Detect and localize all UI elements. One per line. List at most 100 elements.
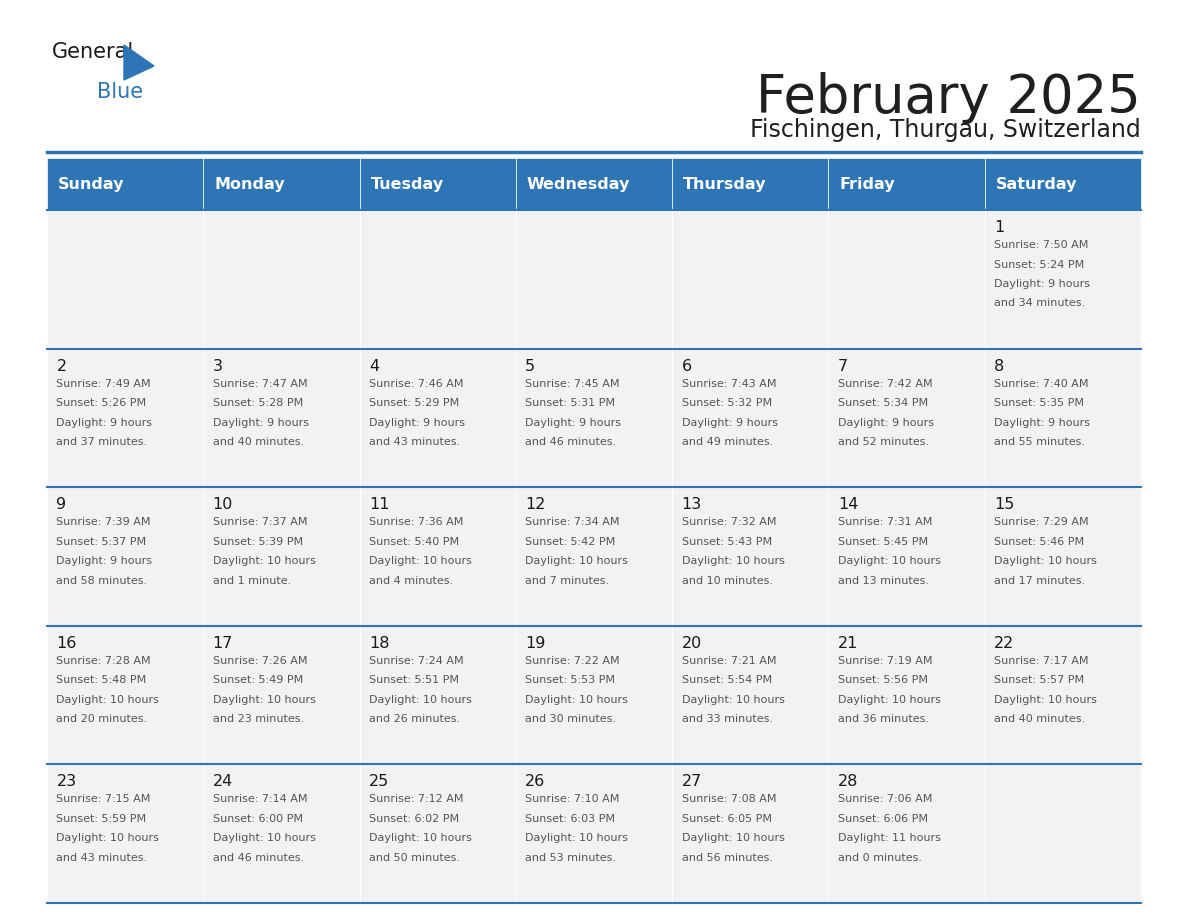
Text: and 37 minutes.: and 37 minutes. bbox=[56, 437, 147, 447]
Text: 12: 12 bbox=[525, 498, 545, 512]
Text: Daylight: 10 hours: Daylight: 10 hours bbox=[213, 695, 316, 705]
Text: 8: 8 bbox=[994, 359, 1004, 374]
Text: and 0 minutes.: and 0 minutes. bbox=[838, 853, 922, 863]
Text: Friday: Friday bbox=[840, 176, 895, 192]
Text: Sunset: 5:24 PM: Sunset: 5:24 PM bbox=[994, 260, 1085, 270]
Text: Sunrise: 7:12 AM: Sunrise: 7:12 AM bbox=[369, 794, 463, 804]
Text: Sunset: 5:56 PM: Sunset: 5:56 PM bbox=[838, 676, 928, 686]
Text: Sunset: 5:40 PM: Sunset: 5:40 PM bbox=[369, 537, 459, 547]
Text: Fischingen, Thurgau, Switzerland: Fischingen, Thurgau, Switzerland bbox=[751, 118, 1140, 142]
Text: General: General bbox=[52, 42, 134, 62]
Text: and 52 minutes.: and 52 minutes. bbox=[838, 437, 929, 447]
Text: Daylight: 10 hours: Daylight: 10 hours bbox=[994, 695, 1097, 705]
Text: Sunrise: 7:22 AM: Sunrise: 7:22 AM bbox=[525, 655, 620, 666]
Bar bbox=[203, 487, 360, 626]
Text: Daylight: 10 hours: Daylight: 10 hours bbox=[369, 834, 472, 844]
Text: 5: 5 bbox=[525, 359, 536, 374]
Bar bbox=[203, 765, 360, 903]
Text: Daylight: 10 hours: Daylight: 10 hours bbox=[525, 834, 628, 844]
Bar bbox=[672, 210, 828, 349]
Bar bbox=[985, 158, 1140, 210]
Bar bbox=[985, 487, 1140, 626]
Text: Daylight: 10 hours: Daylight: 10 hours bbox=[682, 834, 784, 844]
Text: Sunset: 5:54 PM: Sunset: 5:54 PM bbox=[682, 676, 772, 686]
Text: and 46 minutes.: and 46 minutes. bbox=[213, 853, 304, 863]
Text: 13: 13 bbox=[682, 498, 702, 512]
Text: Sunrise: 7:17 AM: Sunrise: 7:17 AM bbox=[994, 655, 1088, 666]
Text: 6: 6 bbox=[682, 359, 691, 374]
Text: and 20 minutes.: and 20 minutes. bbox=[56, 714, 147, 724]
Bar bbox=[360, 210, 516, 349]
Bar bbox=[672, 626, 828, 765]
Bar bbox=[828, 349, 985, 487]
Text: Daylight: 9 hours: Daylight: 9 hours bbox=[56, 556, 152, 566]
Bar bbox=[516, 210, 672, 349]
Text: Sunrise: 7:40 AM: Sunrise: 7:40 AM bbox=[994, 378, 1088, 388]
Text: Sunrise: 7:08 AM: Sunrise: 7:08 AM bbox=[682, 794, 776, 804]
Text: February 2025: February 2025 bbox=[757, 72, 1140, 124]
Text: 26: 26 bbox=[525, 775, 545, 789]
Text: Sunrise: 7:26 AM: Sunrise: 7:26 AM bbox=[213, 655, 308, 666]
Bar bbox=[828, 487, 985, 626]
Bar bbox=[360, 349, 516, 487]
Text: 28: 28 bbox=[838, 775, 858, 789]
Text: and 58 minutes.: and 58 minutes. bbox=[56, 576, 147, 586]
Text: Sunset: 5:59 PM: Sunset: 5:59 PM bbox=[56, 814, 146, 823]
Text: 3: 3 bbox=[213, 359, 222, 374]
Text: Daylight: 9 hours: Daylight: 9 hours bbox=[56, 418, 152, 428]
Bar bbox=[516, 487, 672, 626]
Text: Sunrise: 7:19 AM: Sunrise: 7:19 AM bbox=[838, 655, 933, 666]
Bar bbox=[203, 626, 360, 765]
Text: and 1 minute.: and 1 minute. bbox=[213, 576, 291, 586]
Text: Blue: Blue bbox=[97, 82, 143, 102]
Bar bbox=[48, 487, 203, 626]
Text: and 55 minutes.: and 55 minutes. bbox=[994, 437, 1085, 447]
Text: Sunset: 5:35 PM: Sunset: 5:35 PM bbox=[994, 398, 1085, 409]
Bar bbox=[48, 158, 203, 210]
Bar bbox=[516, 349, 672, 487]
Text: 21: 21 bbox=[838, 636, 858, 651]
Text: Sunrise: 7:45 AM: Sunrise: 7:45 AM bbox=[525, 378, 620, 388]
Text: Sunset: 5:26 PM: Sunset: 5:26 PM bbox=[56, 398, 146, 409]
Text: Sunrise: 7:10 AM: Sunrise: 7:10 AM bbox=[525, 794, 620, 804]
Text: Sunrise: 7:21 AM: Sunrise: 7:21 AM bbox=[682, 655, 776, 666]
Bar bbox=[360, 158, 516, 210]
Text: Sunrise: 7:24 AM: Sunrise: 7:24 AM bbox=[369, 655, 463, 666]
Text: Sunset: 5:29 PM: Sunset: 5:29 PM bbox=[369, 398, 460, 409]
Text: Sunrise: 7:15 AM: Sunrise: 7:15 AM bbox=[56, 794, 151, 804]
Text: 23: 23 bbox=[56, 775, 76, 789]
Bar bbox=[516, 626, 672, 765]
Text: Daylight: 9 hours: Daylight: 9 hours bbox=[838, 418, 934, 428]
Text: and 10 minutes.: and 10 minutes. bbox=[682, 576, 772, 586]
Bar bbox=[48, 626, 203, 765]
Text: and 30 minutes.: and 30 minutes. bbox=[525, 714, 617, 724]
Bar bbox=[672, 765, 828, 903]
Bar bbox=[360, 626, 516, 765]
Text: 20: 20 bbox=[682, 636, 702, 651]
Text: 15: 15 bbox=[994, 498, 1015, 512]
Text: Sunset: 5:49 PM: Sunset: 5:49 PM bbox=[213, 676, 303, 686]
Text: Daylight: 9 hours: Daylight: 9 hours bbox=[525, 418, 621, 428]
Text: and 4 minutes.: and 4 minutes. bbox=[369, 576, 453, 586]
Text: Daylight: 10 hours: Daylight: 10 hours bbox=[56, 695, 159, 705]
Text: and 43 minutes.: and 43 minutes. bbox=[369, 437, 460, 447]
Text: Daylight: 10 hours: Daylight: 10 hours bbox=[213, 556, 316, 566]
Text: Tuesday: Tuesday bbox=[371, 176, 443, 192]
Text: Daylight: 9 hours: Daylight: 9 hours bbox=[994, 418, 1091, 428]
Text: Sunset: 5:51 PM: Sunset: 5:51 PM bbox=[369, 676, 459, 686]
Text: Sunset: 5:32 PM: Sunset: 5:32 PM bbox=[682, 398, 772, 409]
Text: 25: 25 bbox=[369, 775, 390, 789]
Text: Daylight: 10 hours: Daylight: 10 hours bbox=[838, 695, 941, 705]
Text: Daylight: 10 hours: Daylight: 10 hours bbox=[369, 695, 472, 705]
Text: Sunset: 5:39 PM: Sunset: 5:39 PM bbox=[213, 537, 303, 547]
Text: Sunrise: 7:42 AM: Sunrise: 7:42 AM bbox=[838, 378, 933, 388]
Text: and 40 minutes.: and 40 minutes. bbox=[994, 714, 1085, 724]
Text: and 43 minutes.: and 43 minutes. bbox=[56, 853, 147, 863]
Text: 27: 27 bbox=[682, 775, 702, 789]
Bar bbox=[672, 158, 828, 210]
Text: Sunset: 6:06 PM: Sunset: 6:06 PM bbox=[838, 814, 928, 823]
Bar bbox=[828, 158, 985, 210]
Text: Sunset: 5:45 PM: Sunset: 5:45 PM bbox=[838, 537, 928, 547]
Text: Sunset: 6:02 PM: Sunset: 6:02 PM bbox=[369, 814, 459, 823]
Text: 22: 22 bbox=[994, 636, 1015, 651]
